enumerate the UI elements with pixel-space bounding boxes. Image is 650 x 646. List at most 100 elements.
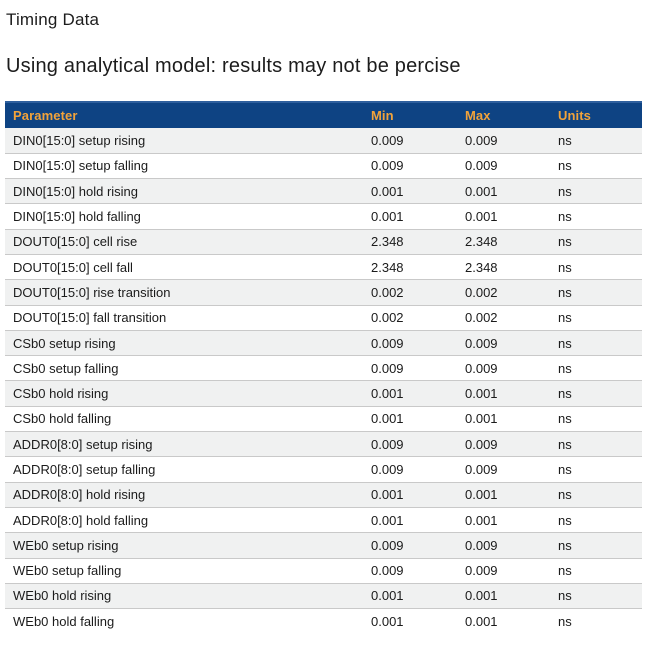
- cell-units: ns: [558, 209, 572, 225]
- cell-max: 2.348: [465, 259, 498, 275]
- cell-min: 0.001: [371, 614, 404, 630]
- cell-max: 0.002: [465, 310, 498, 326]
- col-header-units: Units: [550, 101, 642, 128]
- cell-min: 0.009: [371, 563, 404, 579]
- table-row: DIN0[15:0] hold rising 0.001 0.001 ns: [5, 178, 642, 204]
- table-row: DIN0[15:0] hold falling 0.001 0.001 ns: [5, 203, 642, 229]
- cell-units: ns: [558, 132, 572, 148]
- cell-parameter: WEb0 hold rising: [13, 588, 112, 604]
- cell-units: ns: [558, 158, 572, 174]
- page-title: Timing Data: [6, 10, 100, 29]
- cell-units: ns: [558, 360, 572, 376]
- cell-parameter: CSb0 hold falling: [13, 411, 112, 427]
- cell-parameter: DIN0[15:0] setup falling: [13, 158, 149, 174]
- cell-units: ns: [558, 411, 572, 427]
- cell-parameter: DIN0[15:0] hold rising: [13, 183, 139, 199]
- cell-max: 0.001: [465, 386, 498, 402]
- cell-units: ns: [558, 462, 572, 477]
- cell-parameter: ADDR0[8:0] hold rising: [13, 487, 146, 503]
- cell-units: ns: [558, 537, 572, 553]
- cell-min: 0.001: [371, 386, 404, 402]
- table-row: CSb0 hold falling 0.001 0.001 ns: [5, 406, 642, 431]
- cell-max: 0.009: [465, 436, 498, 452]
- table-row: WEb0 setup rising 0.009 0.009 ns: [5, 532, 642, 559]
- cell-parameter: WEb0 hold falling: [13, 614, 115, 630]
- cell-max: 0.001: [465, 183, 498, 199]
- cell-max: 2.348: [465, 234, 498, 250]
- cell-max: 0.009: [465, 335, 498, 351]
- cell-min: 0.009: [371, 436, 404, 452]
- cell-min: 0.009: [371, 537, 404, 553]
- cell-max: 0.001: [465, 487, 498, 503]
- table-row: CSb0 hold rising 0.001 0.001 ns: [5, 380, 642, 407]
- table-row: DIN0[15:0] setup falling 0.009 0.009 ns: [5, 153, 642, 178]
- table-row: CSb0 setup falling 0.009 0.009 ns: [5, 355, 642, 381]
- cell-units: ns: [558, 284, 572, 300]
- cell-parameter: DOUT0[15:0] cell rise: [13, 234, 138, 250]
- cell-min: 0.001: [371, 411, 404, 427]
- cell-units: ns: [558, 614, 572, 630]
- cell-min: 0.001: [371, 209, 404, 225]
- page-subtitle: Using analytical model: results may not …: [6, 55, 461, 77]
- table-header-row: Parameter Min Max Units: [5, 101, 642, 128]
- cell-min: 0.009: [371, 335, 404, 351]
- cell-units: ns: [558, 436, 572, 452]
- cell-parameter: CSb0 setup falling: [13, 360, 119, 376]
- col-header-min: Min: [363, 101, 457, 128]
- cell-max: 0.001: [465, 209, 498, 225]
- cell-units: ns: [558, 588, 572, 604]
- cell-max: 0.001: [465, 512, 498, 528]
- cell-parameter: DOUT0[15:0] cell fall: [13, 259, 133, 275]
- table-row: ADDR0[8:0] setup rising 0.009 0.009 ns: [5, 431, 642, 457]
- cell-max: 0.009: [465, 360, 498, 376]
- table-row: DOUT0[15:0] rise transition 0.002 0.002 …: [5, 279, 642, 306]
- cell-min: 0.009: [371, 158, 404, 174]
- cell-min: 2.348: [371, 234, 404, 250]
- cell-max: 0.009: [465, 462, 498, 477]
- cell-units: ns: [558, 310, 572, 326]
- cell-min: 0.001: [371, 512, 404, 528]
- table-row: CSb0 setup rising 0.009 0.009 ns: [5, 330, 642, 356]
- table-row: DIN0[15:0] setup rising 0.009 0.009 ns: [5, 128, 642, 154]
- cell-parameter: DOUT0[15:0] rise transition: [13, 284, 171, 300]
- cell-min: 0.001: [371, 183, 404, 199]
- table-row: WEb0 hold rising 0.001 0.001 ns: [5, 583, 642, 609]
- table-row: WEb0 setup falling 0.009 0.009 ns: [5, 558, 642, 583]
- cell-units: ns: [558, 386, 572, 402]
- cell-min: 0.009: [371, 360, 404, 376]
- cell-units: ns: [558, 234, 572, 250]
- cell-min: 0.009: [371, 462, 404, 477]
- table-row: DOUT0[15:0] fall transition 0.002 0.002 …: [5, 305, 642, 330]
- cell-parameter: DIN0[15:0] hold falling: [13, 209, 141, 225]
- cell-units: ns: [558, 335, 572, 351]
- col-header-parameter: Parameter: [5, 101, 363, 128]
- cell-units: ns: [558, 563, 572, 579]
- cell-parameter: ADDR0[8:0] setup falling: [13, 462, 156, 477]
- cell-min: 0.002: [371, 284, 404, 300]
- table-row: ADDR0[8:0] setup falling 0.009 0.009 ns: [5, 456, 642, 482]
- cell-parameter: CSb0 hold rising: [13, 386, 109, 402]
- cell-min: 0.001: [371, 588, 404, 604]
- cell-min: 2.348: [371, 259, 404, 275]
- cell-max: 0.009: [465, 132, 498, 148]
- cell-units: ns: [558, 183, 572, 199]
- cell-max: 0.001: [465, 614, 498, 630]
- cell-parameter: ADDR0[8:0] hold falling: [13, 512, 149, 528]
- table-row: DOUT0[15:0] cell fall 2.348 2.348 ns: [5, 254, 642, 279]
- cell-units: ns: [558, 512, 572, 528]
- col-header-max: Max: [457, 101, 550, 128]
- cell-parameter: WEb0 setup rising: [13, 537, 119, 553]
- table-row: DOUT0[15:0] cell rise 2.348 2.348 ns: [5, 229, 642, 255]
- cell-min: 0.009: [371, 132, 404, 148]
- cell-parameter: DIN0[15:0] setup rising: [13, 132, 146, 148]
- cell-max: 0.009: [465, 563, 498, 579]
- timing-data-table: Parameter Min Max Units DIN0[15:0] setup…: [5, 101, 642, 634]
- table-body: DIN0[15:0] setup rising 0.009 0.009 ns D…: [5, 128, 642, 634]
- cell-units: ns: [558, 487, 572, 503]
- cell-min: 0.002: [371, 310, 404, 326]
- cell-max: 0.002: [465, 284, 498, 300]
- cell-parameter: ADDR0[8:0] setup rising: [13, 436, 153, 452]
- cell-max: 0.001: [465, 411, 498, 427]
- cell-max: 0.009: [465, 158, 498, 174]
- cell-max: 0.001: [465, 588, 498, 604]
